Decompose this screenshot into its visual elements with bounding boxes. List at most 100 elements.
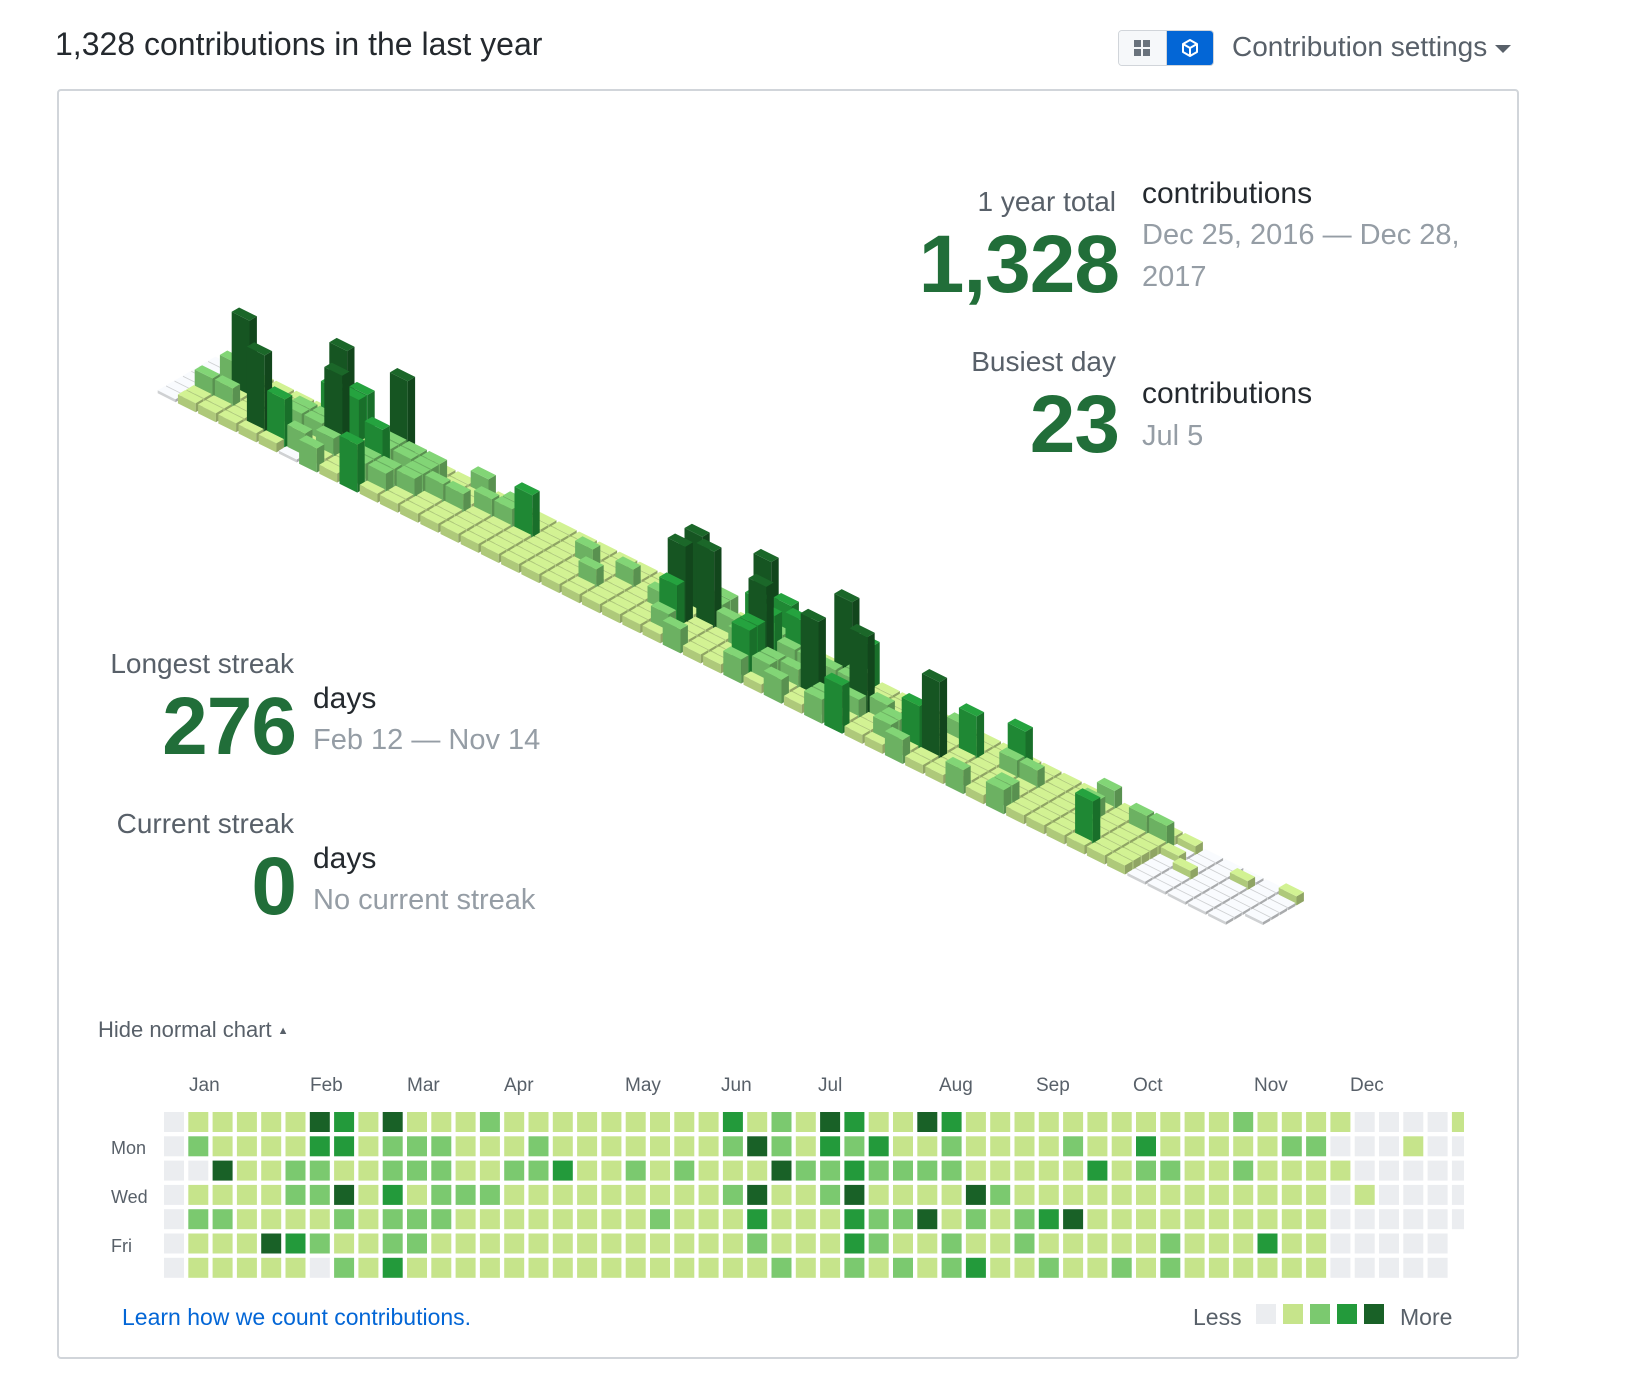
contribution-day-cell[interactable]	[577, 1233, 598, 1254]
contribution-day-cell[interactable]	[868, 1209, 889, 1230]
contribution-day-cell[interactable]	[382, 1160, 403, 1181]
contribution-day-cell[interactable]	[1160, 1257, 1181, 1278]
contribution-day-cell[interactable]	[747, 1209, 768, 1230]
contribution-day-cell[interactable]	[236, 1257, 257, 1278]
contribution-day-cell[interactable]	[698, 1112, 719, 1132]
contribution-day-cell[interactable]	[1427, 1209, 1448, 1230]
contribution-day-cell[interactable]	[261, 1233, 282, 1254]
contribution-day-cell[interactable]	[1281, 1257, 1302, 1278]
contribution-day-cell[interactable]	[334, 1136, 355, 1157]
contribution-day-cell[interactable]	[212, 1257, 233, 1278]
contribution-day-cell[interactable]	[285, 1160, 306, 1181]
contribution-day-cell[interactable]	[1451, 1184, 1464, 1205]
contribution-day-cell[interactable]	[1014, 1112, 1035, 1132]
contribution-day-cell[interactable]	[1306, 1160, 1327, 1181]
hide-normal-chart-toggle[interactable]: Hide normal chart ▲	[98, 1017, 289, 1043]
contribution-day-cell[interactable]	[844, 1257, 865, 1278]
contribution-day-cell[interactable]	[625, 1184, 646, 1205]
contribution-day-cell[interactable]	[212, 1112, 233, 1132]
contribution-day-cell[interactable]	[674, 1160, 695, 1181]
contribution-day-cell[interactable]	[1038, 1209, 1059, 1230]
contribution-day-cell[interactable]	[1379, 1184, 1399, 1205]
contribution-day-cell[interactable]	[309, 1209, 330, 1230]
contribution-day-cell[interactable]	[309, 1257, 330, 1278]
contribution-day-cell[interactable]	[309, 1160, 330, 1181]
contribution-day-cell[interactable]	[868, 1136, 889, 1157]
contribution-day-cell[interactable]	[795, 1257, 816, 1278]
contribution-day-cell[interactable]	[1208, 1112, 1229, 1132]
contribution-day-cell[interactable]	[1063, 1136, 1084, 1157]
contribution-day-cell[interactable]	[820, 1136, 841, 1157]
contribution-day-cell[interactable]	[893, 1233, 913, 1254]
contribution-day-cell[interactable]	[188, 1112, 209, 1132]
contribution-day-cell[interactable]	[1330, 1257, 1351, 1278]
contribution-day-cell[interactable]	[1427, 1184, 1448, 1205]
contribution-day-cell[interactable]	[771, 1209, 792, 1230]
contribution-day-cell[interactable]	[1208, 1209, 1229, 1230]
contribution-day-cell[interactable]	[309, 1136, 330, 1157]
contribution-day-cell[interactable]	[1014, 1233, 1035, 1254]
contribution-day-cell[interactable]	[504, 1209, 525, 1230]
contribution-day-cell[interactable]	[747, 1257, 768, 1278]
contribution-day-cell[interactable]	[1281, 1112, 1302, 1132]
contribution-day-cell[interactable]	[261, 1184, 282, 1205]
contribution-day-cell[interactable]	[771, 1160, 792, 1181]
contribution-day-cell[interactable]	[844, 1112, 865, 1132]
contribution-day-cell[interactable]	[431, 1209, 452, 1230]
contribution-day-cell[interactable]	[1184, 1209, 1205, 1230]
contribution-day-cell[interactable]	[479, 1136, 500, 1157]
contribution-day-cell[interactable]	[261, 1160, 282, 1181]
contribution-day-cell[interactable]	[771, 1257, 792, 1278]
contribution-day-cell[interactable]	[1354, 1233, 1375, 1254]
contribution-day-cell[interactable]	[698, 1184, 719, 1205]
contribution-day-cell[interactable]	[1427, 1112, 1448, 1132]
contribution-day-cell[interactable]	[1403, 1112, 1424, 1132]
contribution-day-cell[interactable]	[990, 1160, 1011, 1181]
contribution-day-cell[interactable]	[1306, 1233, 1327, 1254]
contribution-day-cell[interactable]	[1330, 1136, 1351, 1157]
contribution-day-cell[interactable]	[212, 1160, 233, 1181]
contribution-day-cell[interactable]	[261, 1209, 282, 1230]
contribution-day-cell[interactable]	[674, 1257, 695, 1278]
contribution-day-cell[interactable]	[1306, 1136, 1327, 1157]
contribution-day-cell[interactable]	[795, 1112, 816, 1132]
contribution-day-cell[interactable]	[431, 1136, 452, 1157]
contribution-day-cell[interactable]	[188, 1136, 209, 1157]
contribution-day-cell[interactable]	[1427, 1136, 1448, 1157]
contribution-day-cell[interactable]	[1136, 1184, 1156, 1205]
contribution-day-cell[interactable]	[577, 1160, 598, 1181]
contribution-day-cell[interactable]	[1306, 1209, 1327, 1230]
contribution-day-cell[interactable]	[747, 1233, 768, 1254]
contribution-day-cell[interactable]	[1403, 1233, 1424, 1254]
contribution-day-cell[interactable]	[650, 1184, 670, 1205]
contribution-day-cell[interactable]	[965, 1209, 986, 1230]
contribution-day-cell[interactable]	[552, 1160, 573, 1181]
contribution-day-cell[interactable]	[990, 1112, 1011, 1132]
contribution-day-cell[interactable]	[1257, 1209, 1278, 1230]
contribution-day-cell[interactable]	[1014, 1184, 1035, 1205]
contribution-day-cell[interactable]	[1160, 1136, 1181, 1157]
contribution-day-cell[interactable]	[358, 1184, 379, 1205]
contribution-day-cell[interactable]	[747, 1160, 768, 1181]
contribution-day-cell[interactable]	[1087, 1112, 1108, 1132]
contribution-day-cell[interactable]	[1136, 1112, 1156, 1132]
contribution-day-cell[interactable]	[747, 1184, 768, 1205]
contribution-day-cell[interactable]	[1233, 1209, 1254, 1230]
contribution-day-cell[interactable]	[650, 1209, 670, 1230]
contribution-day-cell[interactable]	[601, 1160, 622, 1181]
contribution-day-cell[interactable]	[868, 1184, 889, 1205]
contribution-day-cell[interactable]	[1354, 1184, 1375, 1205]
contribution-day-cell[interactable]	[965, 1112, 986, 1132]
contribution-day-cell[interactable]	[1306, 1184, 1327, 1205]
contribution-day-cell[interactable]	[479, 1233, 500, 1254]
contribution-day-cell[interactable]	[1233, 1160, 1254, 1181]
contribution-day-cell[interactable]	[698, 1160, 719, 1181]
contribution-day-cell[interactable]	[1257, 1112, 1278, 1132]
contribution-day-cell[interactable]	[479, 1160, 500, 1181]
contribution-day-cell[interactable]	[504, 1184, 525, 1205]
contribution-day-cell[interactable]	[212, 1184, 233, 1205]
contribution-day-cell[interactable]	[625, 1160, 646, 1181]
contribution-day-cell[interactable]	[358, 1112, 379, 1132]
contribution-day-cell[interactable]	[577, 1136, 598, 1157]
contribution-day-cell[interactable]	[334, 1160, 355, 1181]
